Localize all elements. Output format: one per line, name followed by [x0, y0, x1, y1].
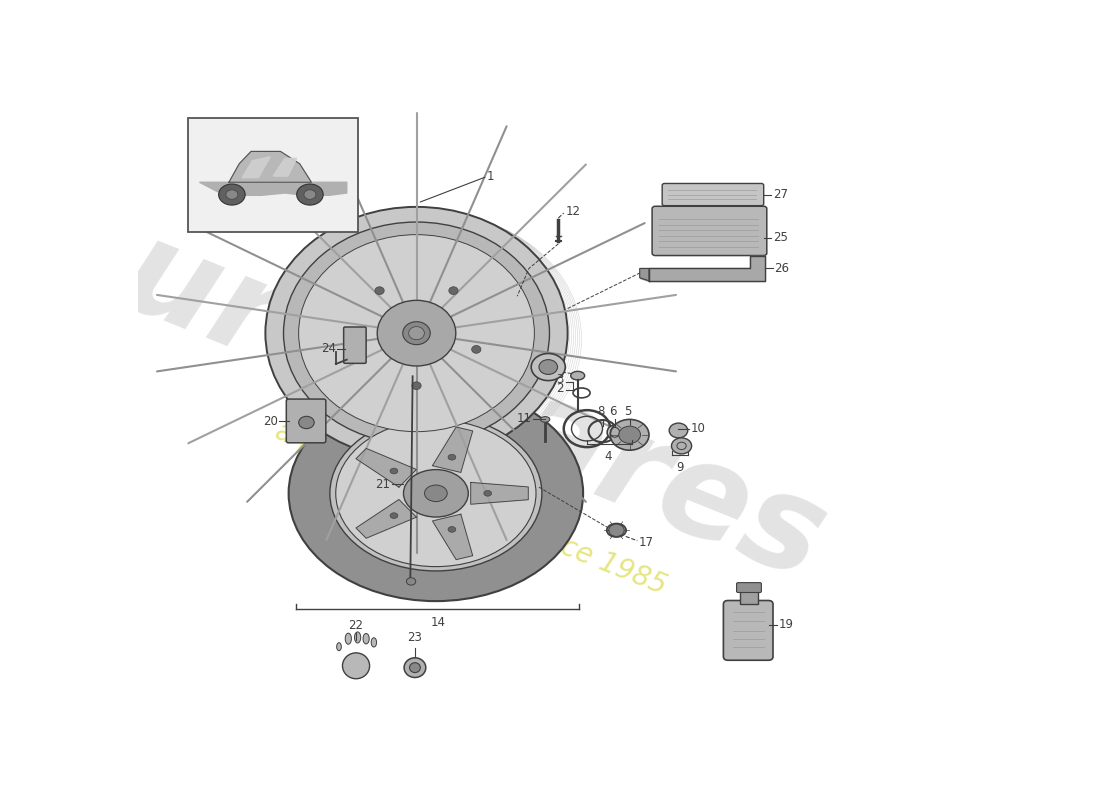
- Polygon shape: [432, 514, 473, 560]
- Circle shape: [671, 438, 692, 454]
- Ellipse shape: [607, 523, 626, 537]
- Text: 6: 6: [609, 405, 617, 418]
- Ellipse shape: [375, 286, 384, 294]
- Text: 20: 20: [263, 414, 278, 428]
- Polygon shape: [242, 157, 271, 178]
- Ellipse shape: [330, 416, 542, 571]
- Ellipse shape: [390, 513, 398, 518]
- Text: 12: 12: [565, 206, 581, 218]
- Circle shape: [531, 354, 565, 381]
- Text: 11: 11: [516, 412, 531, 426]
- Ellipse shape: [484, 490, 492, 496]
- Ellipse shape: [409, 662, 420, 673]
- Text: 19: 19: [779, 618, 793, 631]
- Circle shape: [539, 360, 558, 374]
- Text: 22: 22: [349, 619, 363, 632]
- Ellipse shape: [403, 322, 430, 345]
- Ellipse shape: [352, 346, 362, 354]
- FancyBboxPatch shape: [737, 582, 761, 593]
- Circle shape: [304, 190, 316, 199]
- Ellipse shape: [371, 638, 376, 647]
- Ellipse shape: [425, 485, 448, 502]
- Text: 24: 24: [321, 342, 336, 355]
- Ellipse shape: [540, 417, 550, 422]
- Text: 9: 9: [676, 461, 684, 474]
- Polygon shape: [432, 427, 473, 473]
- Text: eurospares: eurospares: [21, 177, 843, 607]
- Ellipse shape: [449, 286, 458, 294]
- Ellipse shape: [404, 658, 426, 678]
- Ellipse shape: [448, 454, 455, 460]
- FancyBboxPatch shape: [652, 206, 767, 255]
- Ellipse shape: [607, 425, 623, 440]
- Text: 17: 17: [639, 536, 653, 549]
- Ellipse shape: [448, 526, 455, 532]
- Ellipse shape: [265, 207, 568, 459]
- Circle shape: [406, 578, 416, 585]
- Text: 1: 1: [486, 170, 494, 182]
- Bar: [740, 590, 758, 604]
- Ellipse shape: [377, 300, 455, 366]
- Bar: [188, 118, 359, 231]
- Ellipse shape: [298, 234, 535, 432]
- Text: 21: 21: [375, 478, 390, 490]
- Ellipse shape: [345, 633, 351, 644]
- Text: 25: 25: [773, 231, 788, 244]
- Text: 26: 26: [774, 262, 790, 275]
- Ellipse shape: [363, 634, 370, 644]
- Circle shape: [619, 426, 640, 443]
- FancyBboxPatch shape: [286, 399, 326, 443]
- Circle shape: [299, 416, 315, 429]
- Ellipse shape: [390, 468, 398, 474]
- Circle shape: [226, 190, 238, 199]
- Circle shape: [610, 419, 649, 450]
- Polygon shape: [471, 482, 528, 504]
- Ellipse shape: [284, 222, 550, 444]
- Ellipse shape: [411, 382, 421, 390]
- Ellipse shape: [337, 642, 341, 650]
- Polygon shape: [229, 151, 311, 182]
- Ellipse shape: [571, 371, 585, 380]
- Circle shape: [219, 184, 245, 205]
- Polygon shape: [649, 256, 766, 281]
- FancyBboxPatch shape: [662, 183, 763, 206]
- Text: 4: 4: [604, 450, 612, 463]
- Text: 23: 23: [407, 631, 422, 644]
- Text: 5: 5: [625, 405, 631, 418]
- Ellipse shape: [342, 653, 370, 678]
- Text: 14: 14: [431, 616, 446, 629]
- Polygon shape: [640, 269, 649, 281]
- Text: 2: 2: [557, 382, 563, 395]
- Ellipse shape: [404, 470, 469, 517]
- Text: 27: 27: [773, 188, 788, 201]
- Text: 3: 3: [557, 373, 563, 386]
- Polygon shape: [199, 182, 346, 195]
- Polygon shape: [273, 158, 297, 176]
- Ellipse shape: [472, 346, 481, 354]
- FancyBboxPatch shape: [724, 601, 773, 660]
- FancyBboxPatch shape: [343, 327, 366, 363]
- Circle shape: [297, 184, 323, 205]
- Text: a passion for parts since 1985: a passion for parts since 1985: [271, 417, 671, 600]
- Ellipse shape: [354, 632, 361, 643]
- Text: 8: 8: [597, 405, 605, 418]
- Ellipse shape: [408, 326, 425, 340]
- Ellipse shape: [336, 420, 536, 566]
- Ellipse shape: [288, 386, 583, 601]
- Polygon shape: [356, 449, 417, 487]
- Text: 10: 10: [691, 422, 706, 435]
- Circle shape: [669, 423, 688, 438]
- Polygon shape: [356, 499, 417, 538]
- Circle shape: [608, 524, 624, 537]
